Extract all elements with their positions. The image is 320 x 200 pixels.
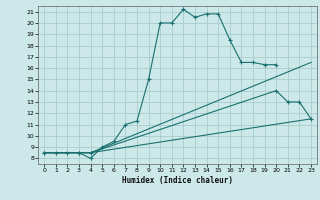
X-axis label: Humidex (Indice chaleur): Humidex (Indice chaleur)	[122, 176, 233, 185]
